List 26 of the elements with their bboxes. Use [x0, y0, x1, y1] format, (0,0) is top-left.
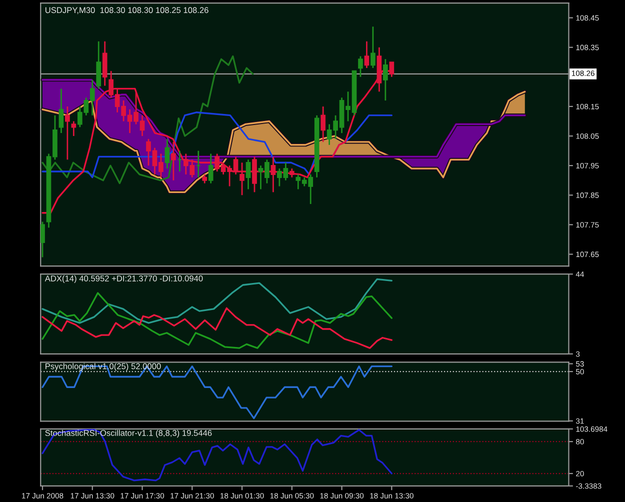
candlestick [40, 221, 45, 258]
candlestick [71, 120, 76, 137]
candlestick [364, 40, 370, 69]
candlestick [240, 162, 244, 196]
line-series [42, 55, 254, 184]
candlestick [320, 106, 326, 143]
candlestick [383, 58, 388, 102]
candlestick [102, 40, 108, 86]
candlestick [358, 56, 363, 78]
line-series [42, 292, 393, 349]
candlestick [270, 156, 276, 193]
candlestick [370, 26, 376, 69]
chart-title: Psychological v1.0(25) 52.0000 [46, 363, 161, 371]
candlestick [171, 141, 176, 182]
line-series [42, 429, 393, 482]
candlestick [208, 153, 214, 184]
candlestick [65, 106, 70, 160]
candlestick [164, 138, 170, 170]
candlestick [246, 158, 251, 190]
chart-title: USDJPY,M30 108.30 108.30 108.25 108.26 [45, 7, 208, 14]
candlestick [96, 40, 102, 90]
line-series [42, 112, 393, 178]
candlestick [252, 156, 257, 193]
chart-title: ADX(14) 40.5952 +DI:21.3770 -DI:10.0940 [44, 275, 203, 284]
candlestick [58, 88, 64, 134]
line-series [42, 307, 393, 349]
